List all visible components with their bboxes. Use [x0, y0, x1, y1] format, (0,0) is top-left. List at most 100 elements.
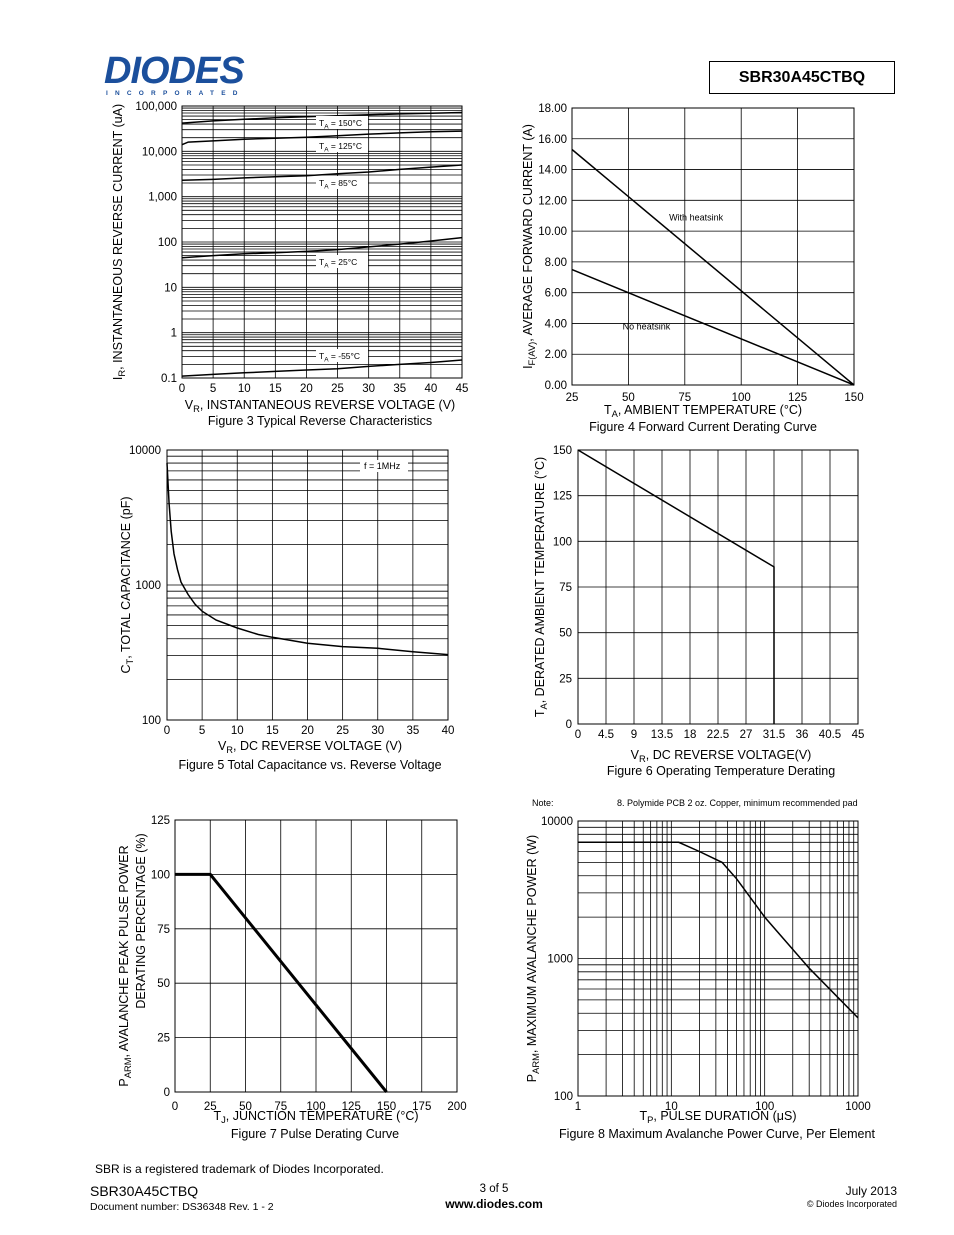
y-tick-label: 18.00: [538, 103, 567, 115]
x-tick-label: 10: [238, 383, 251, 395]
x-tick-label: 15: [266, 725, 279, 737]
fig8-ylabel-rest: , MAXIMUM AVALANCHE POWER (W): [525, 835, 539, 1053]
y-tick-label: 16.00: [538, 134, 567, 146]
y-tick-label: 75: [559, 582, 572, 594]
fig5-series-0-line: [166, 463, 449, 656]
x-tick-label: 1: [575, 1101, 581, 1113]
diodes-logo-mark: DIODES INCORPORATED: [104, 50, 245, 97]
x-tick-label: 50: [622, 392, 635, 404]
fig4-ylabel-rest: , AVERAGE FORWARD CURRENT (A): [521, 124, 535, 342]
fig8-xlabel-rest: , PULSE DURATION (μS): [653, 1109, 796, 1123]
fig6-caption: Figure 6 Operating Temperature Derating: [607, 764, 835, 778]
footer-page-number: 3 of 5: [479, 1183, 509, 1195]
x-tick-label: 5: [210, 383, 216, 395]
x-tick-label: 10: [665, 1101, 678, 1113]
x-tick-label: 125: [342, 1101, 361, 1113]
series-label-bg: [316, 139, 368, 152]
footer-copyright: © Diodes Incorporated: [806, 1199, 897, 1209]
series-label: TA = 85°C: [319, 178, 357, 191]
x-tick-label: 35: [393, 383, 406, 395]
fig8-xlabel-sub: P: [647, 1115, 653, 1125]
fig4-caption: Figure 4 Forward Current Derating Curve: [589, 420, 817, 434]
y-tick-label: 0: [164, 1087, 170, 1099]
fig5-ylabel-sub: T: [125, 658, 135, 664]
y-tick-label: 1,000: [148, 192, 177, 204]
series-label-sub: A: [324, 263, 329, 270]
x-tick-label: 20: [301, 725, 314, 737]
y-tick-label: 50: [559, 628, 572, 640]
series-label: TA = 25°C: [319, 257, 357, 270]
fig6-ylabel-sub: A: [539, 703, 549, 710]
x-tick-label: 100: [732, 392, 751, 404]
fig6-ylabel-main: T: [533, 709, 547, 717]
x-tick-label: 10: [231, 725, 244, 737]
y-tick-label: 150: [553, 445, 572, 457]
figure-4-chart: 25 50 75 100 125 150 0.00 2.00 4.00 6.00 8.00 10.00…: [521, 103, 864, 434]
fig3-series-2-line: [181, 164, 463, 182]
series-label-rest: = 125°C: [329, 141, 362, 151]
y-tick-label: 10000: [541, 816, 573, 828]
series-label: TA = 150°C: [319, 118, 362, 131]
frequency-annotation: f = 1MHz: [364, 461, 401, 471]
fig4-series-0-line: [571, 148, 855, 386]
y-tick-label: 75: [157, 924, 170, 936]
x-tick-label: 45: [852, 729, 865, 741]
fig4-xlabel: TA, AMBIENT TEMPERATURE (°C): [604, 403, 802, 419]
footer-website[interactable]: www.diodes.com: [445, 1197, 543, 1211]
x-tick-label: 175: [412, 1101, 431, 1113]
x-tick-label: 1000: [845, 1101, 871, 1113]
series-label-sub: A: [324, 184, 329, 191]
fig3-plot-frame: [181, 105, 463, 379]
fig6-xlabel-main: V: [631, 748, 640, 762]
logo-wordmark: DIODES: [104, 52, 244, 92]
fig8-grid: [577, 820, 859, 1097]
fig8-ylabel-main: P: [525, 1074, 539, 1082]
fig4-xlabel-sub: A: [612, 409, 619, 419]
fig5-xlabel-main: V: [218, 739, 227, 753]
fig7-ylabel-sub: ARM: [123, 1057, 133, 1078]
series-label-bg: [316, 116, 368, 129]
fig4-xlabel-main: T: [604, 403, 612, 417]
series-label-with-heatsink: With heatsink: [669, 212, 724, 222]
x-tick-label: 31.5: [763, 729, 785, 741]
x-tick-label: 22.5: [707, 729, 729, 741]
y-tick-label: 0: [566, 719, 572, 731]
fig8-series-0-line: [578, 841, 859, 1019]
fig3-ylabel-rest: , INSTANTANEOUS REVERSE CURRENT (uA): [111, 104, 125, 370]
fig3-series-4-line: [181, 359, 463, 377]
series-label-sub: A: [324, 124, 329, 131]
x-tick-label: 40.5: [819, 729, 841, 741]
fig4-grid: [571, 107, 855, 386]
figure-6-chart: 0 4.5 9 13.5 18 22.5 27 31.5 36 40.5 45 0 25 50 75 100 1…: [533, 445, 865, 778]
x-tick-label: 20: [300, 383, 313, 395]
x-tick-label: 75: [678, 392, 691, 404]
logo-subtitle: INCORPORATED: [106, 90, 245, 96]
y-tick-label: 4.00: [545, 318, 567, 330]
fig3-xlabel-main: V: [185, 398, 194, 412]
fig4-plot-frame: [571, 107, 855, 386]
fig6-series-0-line: [577, 449, 775, 724]
y-tick-label: 0.00: [545, 380, 567, 392]
fig6-ylabel-rest: , DERATED AMBIENT TEMPERATURE (°C): [533, 457, 547, 703]
fig7-xlabel-sub: J: [221, 1115, 226, 1125]
fig3-ylabel-main: I: [111, 377, 125, 380]
fig6-xlabel-rest: , DC REVERSE VOLTAGE(V): [646, 748, 812, 762]
fig7-xlabel-main: T: [213, 1109, 221, 1123]
y-tick-label: 0.1: [161, 373, 177, 385]
x-tick-label: 27: [740, 729, 753, 741]
fig6-xlabel-sub: R: [639, 754, 646, 764]
x-tick-label: 50: [239, 1101, 252, 1113]
y-tick-label: 6.00: [545, 288, 567, 300]
x-tick-label: 9: [631, 729, 637, 741]
series-label-bg: [316, 349, 368, 362]
fig5-caption: Figure 5 Total Capacitance vs. Reverse V…: [178, 758, 441, 772]
y-tick-label: 1: [171, 328, 177, 340]
series-label: TA = -55°C: [319, 351, 360, 364]
fig4-ylabel-main: I: [521, 365, 535, 368]
y-tick-label: 100: [554, 1091, 573, 1103]
series-label: TA = 125°C: [319, 141, 362, 154]
series-label-main: T: [319, 178, 324, 188]
fig3-series-1-line: [181, 130, 463, 146]
